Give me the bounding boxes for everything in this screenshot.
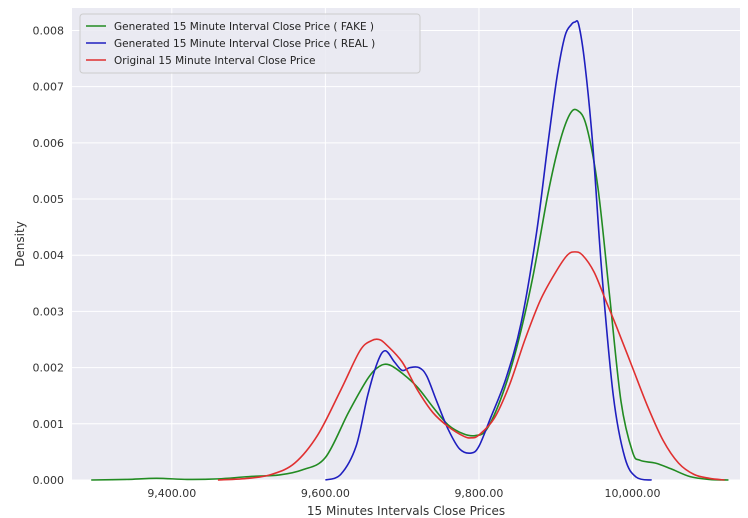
x-tick-label: 9,400.00: [147, 487, 196, 500]
legend-items: Generated 15 Minute Interval Close Price…: [86, 21, 375, 67]
legend-label: Original 15 Minute Interval Close Price: [114, 55, 315, 67]
legend-box: [79, 13, 421, 74]
legend-label: Generated 15 Minute Interval Close Price…: [114, 38, 375, 50]
x-tick-label: 9,800.00: [454, 487, 503, 500]
y-tick-label: 0.001: [33, 418, 65, 431]
x-tick-label: 10,000.00: [605, 487, 661, 500]
y-tick-label: 0.003: [33, 305, 65, 318]
y-tick-label: 0.007: [33, 81, 65, 94]
legend-label: Generated 15 Minute Interval Close Price…: [114, 21, 374, 33]
x-tick-labels: 9,400.00 9,600.00 9,800.00 10,000.00: [147, 487, 660, 500]
y-tick-labels: 0.000 0.001 0.002 0.003 0.004 0.005 0.006 0.007…: [33, 24, 65, 487]
legend: Generated 15 Minute Interval Close Price…: [79, 13, 421, 74]
y-tick-label: 0.002: [33, 362, 65, 375]
grid-lines: [72, 8, 740, 481]
x-axis-label: 15 Minutes Intervals Close Prices: [307, 504, 505, 518]
y-tick-label: 0.005: [33, 193, 65, 206]
y-tick-label: 0.006: [33, 137, 65, 150]
y-tick-label: 0.000: [33, 474, 65, 487]
x-tick-label: 9,600.00: [301, 487, 350, 500]
y-tick-label: 0.008: [33, 24, 65, 37]
series-line-real: [325, 20, 652, 481]
series-line-original: [217, 251, 725, 481]
series-lines: [91, 20, 729, 481]
y-tick-label: 0.004: [33, 249, 65, 262]
y-axis-label: Density: [13, 221, 27, 267]
